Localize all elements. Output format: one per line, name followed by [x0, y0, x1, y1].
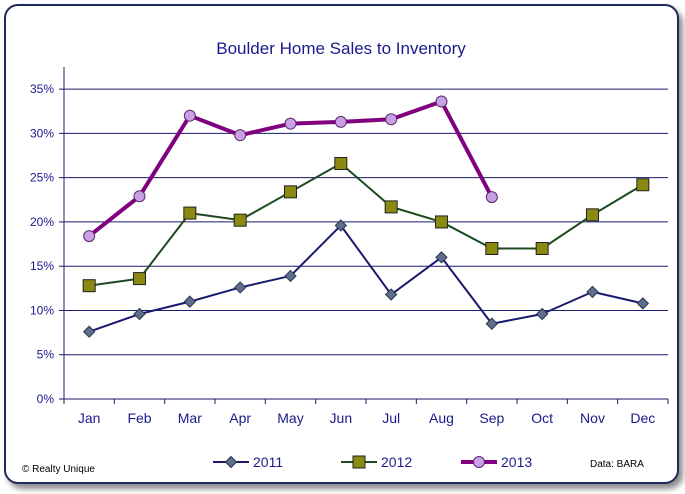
- data-point-2012: [334, 157, 348, 171]
- data-point-2011: [586, 285, 599, 299]
- tick-label-x: Jun: [330, 410, 353, 426]
- data-point-2012: [183, 206, 197, 220]
- tick-label-x: Sep: [479, 410, 504, 426]
- tick-label-x: Nov: [580, 410, 605, 426]
- data-point-2012: [535, 241, 549, 255]
- tick-label-x: Dec: [630, 410, 655, 426]
- tick-label-y: 0%: [37, 392, 55, 406]
- data-point-2013: [133, 190, 146, 203]
- legend-marker: [473, 456, 485, 468]
- data-point-2013: [435, 95, 448, 108]
- data-point-2012: [435, 215, 448, 229]
- copyright-note: © Realty Unique: [22, 464, 95, 475]
- data-point-2012: [485, 241, 499, 255]
- tick-label-y: 5%: [37, 348, 55, 362]
- tick-label-y: 15%: [30, 259, 54, 273]
- data-source-note: Data: BARA: [590, 459, 644, 470]
- data-point-2011: [535, 307, 549, 321]
- data-point-2011: [334, 219, 348, 232]
- legend-item-2011: 2011: [213, 454, 283, 470]
- tick-label-x: Apr: [229, 410, 251, 426]
- legend-label: 2013: [501, 454, 532, 470]
- tick-label-x: Aug: [429, 410, 454, 426]
- tick-label-x: Mar: [178, 410, 202, 426]
- tick-label-x: Jan: [78, 410, 101, 426]
- tick-label-x: Feb: [127, 410, 151, 426]
- data-point-2011: [636, 297, 650, 310]
- series-2011: [82, 219, 650, 338]
- data-point-2012: [82, 279, 96, 293]
- series-line: [88, 224, 644, 333]
- data-point-2012: [233, 213, 247, 227]
- legend-label: 2011: [253, 454, 283, 470]
- legend-marker: [224, 455, 238, 469]
- data-point-2011: [485, 317, 499, 330]
- legend-item-2013: 2013: [461, 454, 532, 470]
- series-line: [89, 162, 644, 287]
- data-point-2011: [233, 281, 247, 294]
- data-point-2012: [384, 200, 398, 214]
- tick-label-y: 35%: [30, 82, 54, 96]
- tick-label-y: 20%: [30, 215, 54, 229]
- chart-frame: [4, 4, 679, 484]
- data-point-2013: [83, 230, 96, 243]
- data-point-2011: [284, 269, 297, 283]
- data-point-2013: [284, 117, 297, 130]
- data-point-2011: [384, 288, 398, 301]
- data-point-2012: [586, 208, 599, 222]
- data-point-2013: [334, 115, 347, 128]
- series-2013: [83, 95, 498, 243]
- tick-label-y: 10%: [30, 303, 54, 317]
- tick-label-x: Oct: [531, 410, 553, 426]
- chart-title: Boulder Home Sales to Inventory: [216, 39, 466, 58]
- legend-label: 2012: [381, 454, 412, 470]
- legend-marker: [352, 455, 366, 469]
- data-point-2011: [133, 307, 146, 321]
- data-point-2012: [133, 272, 146, 286]
- data-point-2013: [385, 113, 398, 126]
- tick-label-x: May: [277, 410, 303, 426]
- data-point-2012: [636, 178, 650, 192]
- data-point-2013: [183, 109, 196, 122]
- plot-area: 0% 5% 10% 15% 20% 25% 30% 35% Jan Feb Mar Apr May Jun…: [30, 67, 669, 426]
- data-point-2011: [82, 325, 96, 338]
- tick-label-y: 30%: [30, 126, 54, 140]
- data-point-2011: [435, 251, 448, 264]
- data-point-2012: [284, 185, 297, 199]
- series-2012: [82, 157, 650, 293]
- tick-label-y: 25%: [30, 171, 54, 185]
- data-point-2013: [234, 129, 247, 142]
- legend: 2011 2012 2013: [213, 454, 532, 470]
- tick-label-x: Jul: [382, 410, 400, 426]
- data-point-2011: [183, 295, 197, 308]
- legend-item-2012: 2012: [341, 454, 412, 470]
- data-point-2013: [485, 191, 498, 204]
